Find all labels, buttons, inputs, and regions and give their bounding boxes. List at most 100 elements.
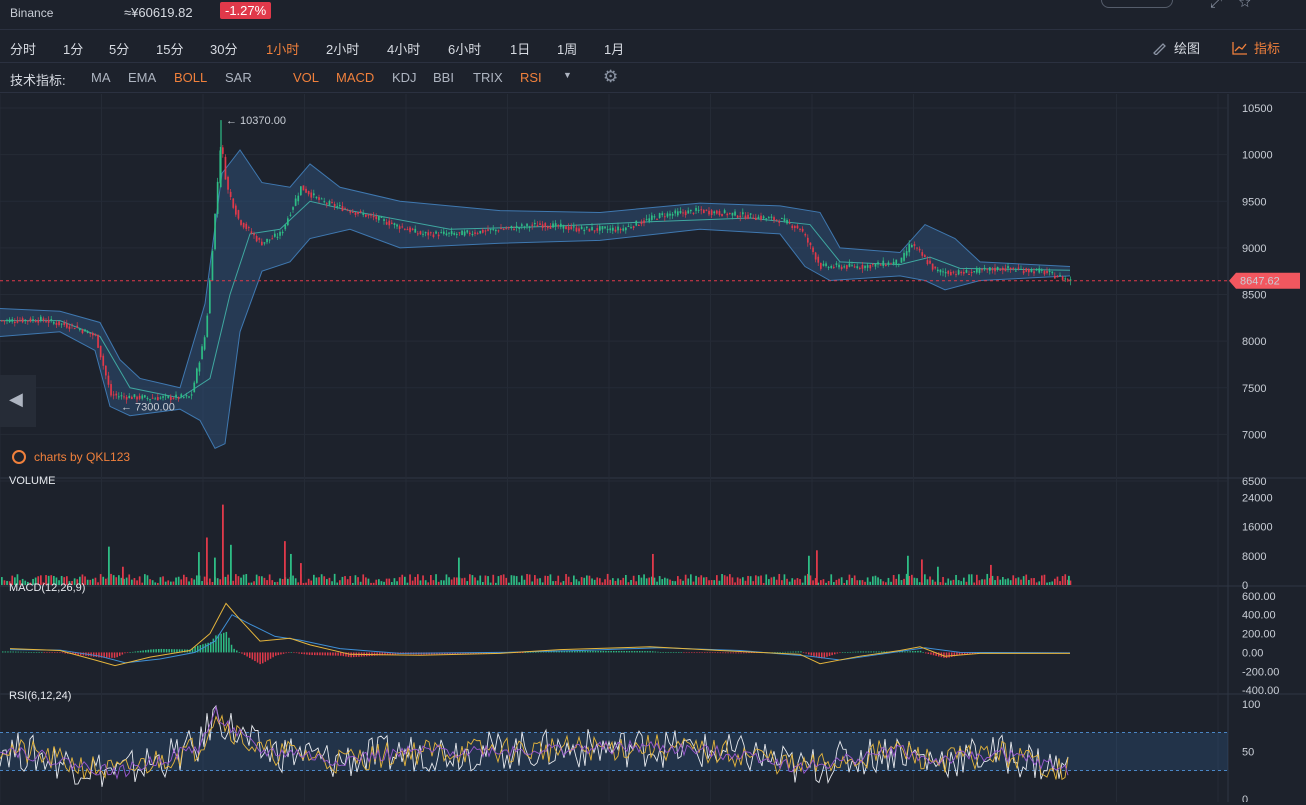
macd-hist <box>797 651 800 653</box>
chart-area[interactable]: 10500 10000 9500 9000 8500 8000 7500 7000 6500 ← … <box>0 94 1306 805</box>
indicator-macd[interactable]: MACD <box>336 70 375 85</box>
candle-body <box>482 229 484 233</box>
volume-bar <box>604 579 606 585</box>
volume-bar <box>703 577 705 585</box>
macd-hist <box>646 651 649 653</box>
macd-hist <box>243 652 246 656</box>
macd-hist <box>381 652 384 656</box>
macd-hist <box>535 651 537 653</box>
indicator-bbi[interactable]: BBI <box>433 70 454 85</box>
candle-body <box>398 226 401 229</box>
period-3[interactable]: 15分 <box>156 42 184 57</box>
volume-bar <box>976 574 978 585</box>
candle-body <box>284 224 287 230</box>
gear-icon[interactable]: ⚙ <box>603 67 619 86</box>
candle-body <box>700 209 703 211</box>
top-right-icons[interactable]: ⤢ ☆ <box>1185 0 1251 11</box>
indicator-sar[interactable]: SAR <box>225 70 252 85</box>
volume-bar <box>773 576 775 585</box>
volume-bar <box>164 581 167 585</box>
candle-body <box>112 394 115 396</box>
candle-body <box>578 228 580 232</box>
candle-body <box>872 263 874 265</box>
volume-bar <box>115 577 118 585</box>
period-6[interactable]: 2小时 <box>326 42 360 57</box>
draw-button[interactable]: 绘图 <box>1152 38 1200 57</box>
top-right-button[interactable] <box>1101 0 1173 8</box>
volume-bar <box>170 581 172 585</box>
volume-bar <box>827 581 830 585</box>
period-4[interactable]: 30分 <box>210 42 238 57</box>
indicator-kdj[interactable]: KDJ <box>392 70 417 85</box>
period-2[interactable]: 5分 <box>109 42 130 57</box>
candle-body <box>869 264 872 269</box>
scroll-left-button[interactable]: ◀ <box>0 375 36 427</box>
volume-bar <box>986 573 989 585</box>
volume-bar <box>994 580 996 585</box>
macd-hist <box>740 652 742 654</box>
macd-hist <box>966 652 969 655</box>
volume-spike <box>122 566 124 585</box>
volume-bar <box>492 574 495 585</box>
volume-bar <box>697 577 700 585</box>
candle-body <box>528 226 531 228</box>
macd-hist <box>605 650 607 653</box>
exchange-name[interactable]: Binance <box>10 6 54 20</box>
period-bar: 分时 1分 5分 15分 30分 1小时 2小时 4小时 6小时 1日 1周 1月 绘图 指标 <box>0 31 1306 63</box>
volume-bar <box>557 575 560 585</box>
macd-hist <box>657 651 659 653</box>
candle-body <box>380 216 383 218</box>
candle-body <box>55 322 58 325</box>
candle-body <box>443 231 445 234</box>
indicator-rsi[interactable]: RSI <box>520 70 542 85</box>
volume-spike <box>290 553 292 585</box>
volume-bar <box>606 573 609 585</box>
indicator-bar: 技术指标: MA EMA BOLL SAR VOL MACD KDJ BBI TRIX RSI ▼… <box>0 63 1306 93</box>
macd-hist <box>802 652 805 654</box>
macd-hist <box>298 652 300 654</box>
macd-hist <box>17 651 20 653</box>
period-1[interactable]: 1分 <box>63 42 84 57</box>
period-10[interactable]: 1周 <box>557 42 578 57</box>
volume-bar <box>276 581 279 585</box>
candle-body <box>924 255 926 258</box>
period-9[interactable]: 1日 <box>510 42 531 57</box>
volume-bar <box>760 575 762 585</box>
candle-body <box>931 263 934 270</box>
volume-spike <box>108 546 110 585</box>
period-11[interactable]: 1月 <box>604 42 625 57</box>
indicator-ema[interactable]: EMA <box>128 70 157 85</box>
macd-hist <box>945 652 948 659</box>
candle-body <box>245 223 248 229</box>
candle-body <box>856 266 859 269</box>
period-0[interactable]: 分时 <box>10 42 37 57</box>
volume-bar <box>708 580 710 585</box>
candle-body <box>622 228 625 231</box>
candle-body <box>281 231 284 234</box>
period-5[interactable]: 1小时 <box>266 42 300 57</box>
volume-bar <box>97 582 99 585</box>
indicator-trix[interactable]: TRIX <box>473 70 503 85</box>
candle-body <box>172 398 175 400</box>
candle-body <box>661 213 664 216</box>
chart-canvas[interactable]: 10500100009500900085008000750070006500← … <box>0 94 1306 805</box>
candle-body <box>617 226 619 231</box>
candle-body <box>1020 268 1022 270</box>
volume-bar <box>835 579 838 585</box>
candle-body <box>1041 269 1043 271</box>
volume-bar <box>825 582 827 585</box>
period-7[interactable]: 4小时 <box>387 42 421 57</box>
candle-body <box>794 226 796 228</box>
candle-body <box>250 231 253 234</box>
indicator-vol[interactable]: VOL <box>293 70 320 85</box>
period-8[interactable]: 6小时 <box>448 42 482 57</box>
candle-body <box>149 399 151 401</box>
candle-body <box>502 229 505 231</box>
indicator-boll[interactable]: BOLL <box>174 70 208 85</box>
more-indicators-icon[interactable]: ▼ <box>563 70 572 80</box>
volume-bar <box>190 578 193 585</box>
indicator-ma[interactable]: MA <box>91 70 111 85</box>
indicator-button[interactable]: 指标 <box>1232 38 1280 57</box>
volume-bar <box>622 577 625 585</box>
volume-bar <box>487 576 489 585</box>
